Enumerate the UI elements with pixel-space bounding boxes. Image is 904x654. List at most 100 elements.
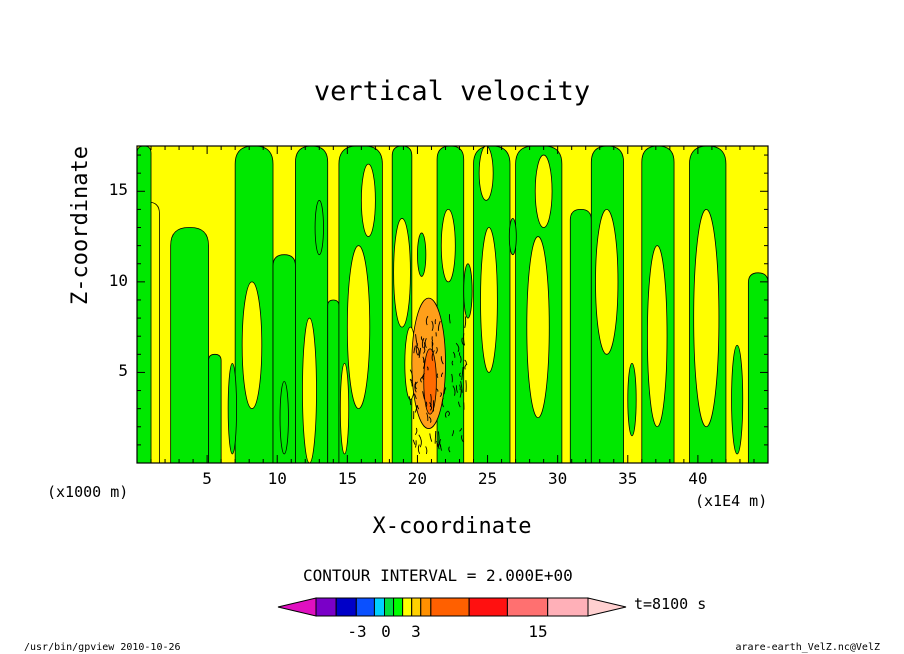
x-tick-label: 20	[407, 469, 428, 488]
contour-line	[421, 337, 425, 349]
contour-line	[452, 385, 456, 396]
contour-line	[464, 316, 467, 329]
contour-lens-5	[480, 227, 498, 373]
contour-lens-12	[534, 154, 553, 228]
contour-band-2	[170, 227, 209, 463]
contour-lens-4	[440, 208, 456, 283]
contour-line	[459, 384, 461, 391]
colorbar-max-triangle	[587, 597, 627, 617]
contour-line	[459, 389, 462, 398]
contour-line	[416, 404, 420, 410]
plot-frame	[136, 145, 769, 464]
footer-source: arare-earth_VelZ.nc@VelZ	[735, 642, 881, 653]
contour-line	[452, 351, 456, 358]
contour-line	[413, 345, 416, 354]
contour-lens-11	[478, 146, 494, 201]
x-tick-label: 35	[618, 469, 638, 488]
colorbar-swatch	[335, 597, 357, 617]
contour-lens-6	[526, 236, 550, 419]
colorbar-swatch	[315, 597, 337, 617]
colorbar-swatch	[402, 597, 413, 617]
contour-lens-2	[346, 245, 371, 410]
colorbar-min-triangle	[277, 597, 317, 617]
contour-line	[416, 346, 420, 356]
x-tick-label: 30	[548, 469, 568, 488]
contour-line	[426, 412, 429, 422]
contour-line	[461, 366, 464, 380]
contour-line	[451, 360, 454, 366]
colorbar-swatch	[430, 597, 470, 617]
contour-band-7	[327, 299, 340, 463]
contour-line	[463, 333, 466, 346]
contour-band-13	[569, 208, 592, 463]
contour-line	[441, 372, 444, 378]
contour-line	[425, 315, 429, 326]
contour-line	[436, 373, 439, 379]
contour-spot-1	[463, 263, 473, 319]
contour-line	[461, 337, 464, 346]
contour-line	[439, 392, 442, 398]
colorbar-swatch	[355, 597, 375, 617]
contour-spot-7	[314, 199, 324, 256]
contour-line	[435, 388, 439, 392]
contour-line	[423, 347, 426, 354]
contour-line	[431, 341, 434, 347]
contour-line	[437, 320, 441, 331]
contour-lens-1	[302, 317, 317, 463]
contour-lens-7	[595, 208, 619, 355]
contour-line	[431, 350, 435, 361]
contour-line	[447, 410, 450, 417]
colorbar-tick-label: -3	[347, 622, 367, 641]
y-tick-label: 10	[108, 270, 128, 290]
contour-line	[439, 438, 442, 448]
contour-band-17	[747, 272, 768, 463]
contour-line	[451, 430, 455, 437]
contour-line	[428, 416, 432, 423]
footer-command: /usr/bin/gpview 2010-10-26	[24, 642, 181, 653]
contour-line	[429, 433, 433, 442]
x-tick-label: 15	[337, 469, 357, 488]
contour-line	[414, 381, 417, 393]
contour-line	[408, 396, 412, 406]
contour-line	[422, 356, 426, 369]
contour-lens-10	[360, 163, 376, 237]
updraft-peak	[423, 348, 437, 415]
contour-line	[451, 373, 453, 383]
x-unit-left: (x1000 m)	[47, 483, 129, 501]
contour-spot-6	[279, 381, 289, 455]
y-tick-label: 5	[118, 361, 128, 381]
contour-line	[409, 378, 413, 387]
contour-lens-3	[393, 218, 411, 328]
y-axis-label: Z-coordinate	[68, 146, 93, 305]
contour-line	[425, 446, 428, 455]
colorbar-swatch	[373, 597, 386, 617]
colorbar-swatch	[468, 597, 508, 617]
contour-interval: CONTOUR INTERVAL = 2.000E+00	[303, 566, 573, 585]
colorbar-swatch	[411, 597, 422, 617]
time-label: t=8100 s	[634, 595, 707, 613]
contour-line	[414, 381, 418, 390]
x-unit-right: (x1E4 m)	[695, 492, 768, 510]
contour-line	[443, 387, 447, 395]
contour-field	[137, 146, 768, 463]
contour-line	[455, 385, 458, 393]
contour-line	[464, 359, 467, 365]
x-tick-label: 5	[202, 469, 212, 488]
contour-line	[415, 343, 419, 356]
contour-band-10	[436, 146, 465, 463]
contour-line	[459, 428, 462, 432]
y-tick-label: 15	[108, 180, 128, 200]
contour-line	[459, 355, 462, 363]
contour-spot-2	[508, 218, 517, 256]
contour-line	[460, 381, 463, 393]
contour-spot-5	[227, 362, 237, 455]
contour-line	[426, 366, 429, 371]
colorbar-swatch	[547, 597, 589, 617]
contour-spot-3	[627, 362, 637, 437]
contour-line	[461, 435, 464, 443]
contour-line	[423, 342, 426, 348]
chart-title: vertical velocity	[313, 76, 591, 107]
contour-lens-13	[339, 362, 350, 455]
contour-line	[424, 338, 427, 349]
contour-line	[414, 393, 417, 400]
